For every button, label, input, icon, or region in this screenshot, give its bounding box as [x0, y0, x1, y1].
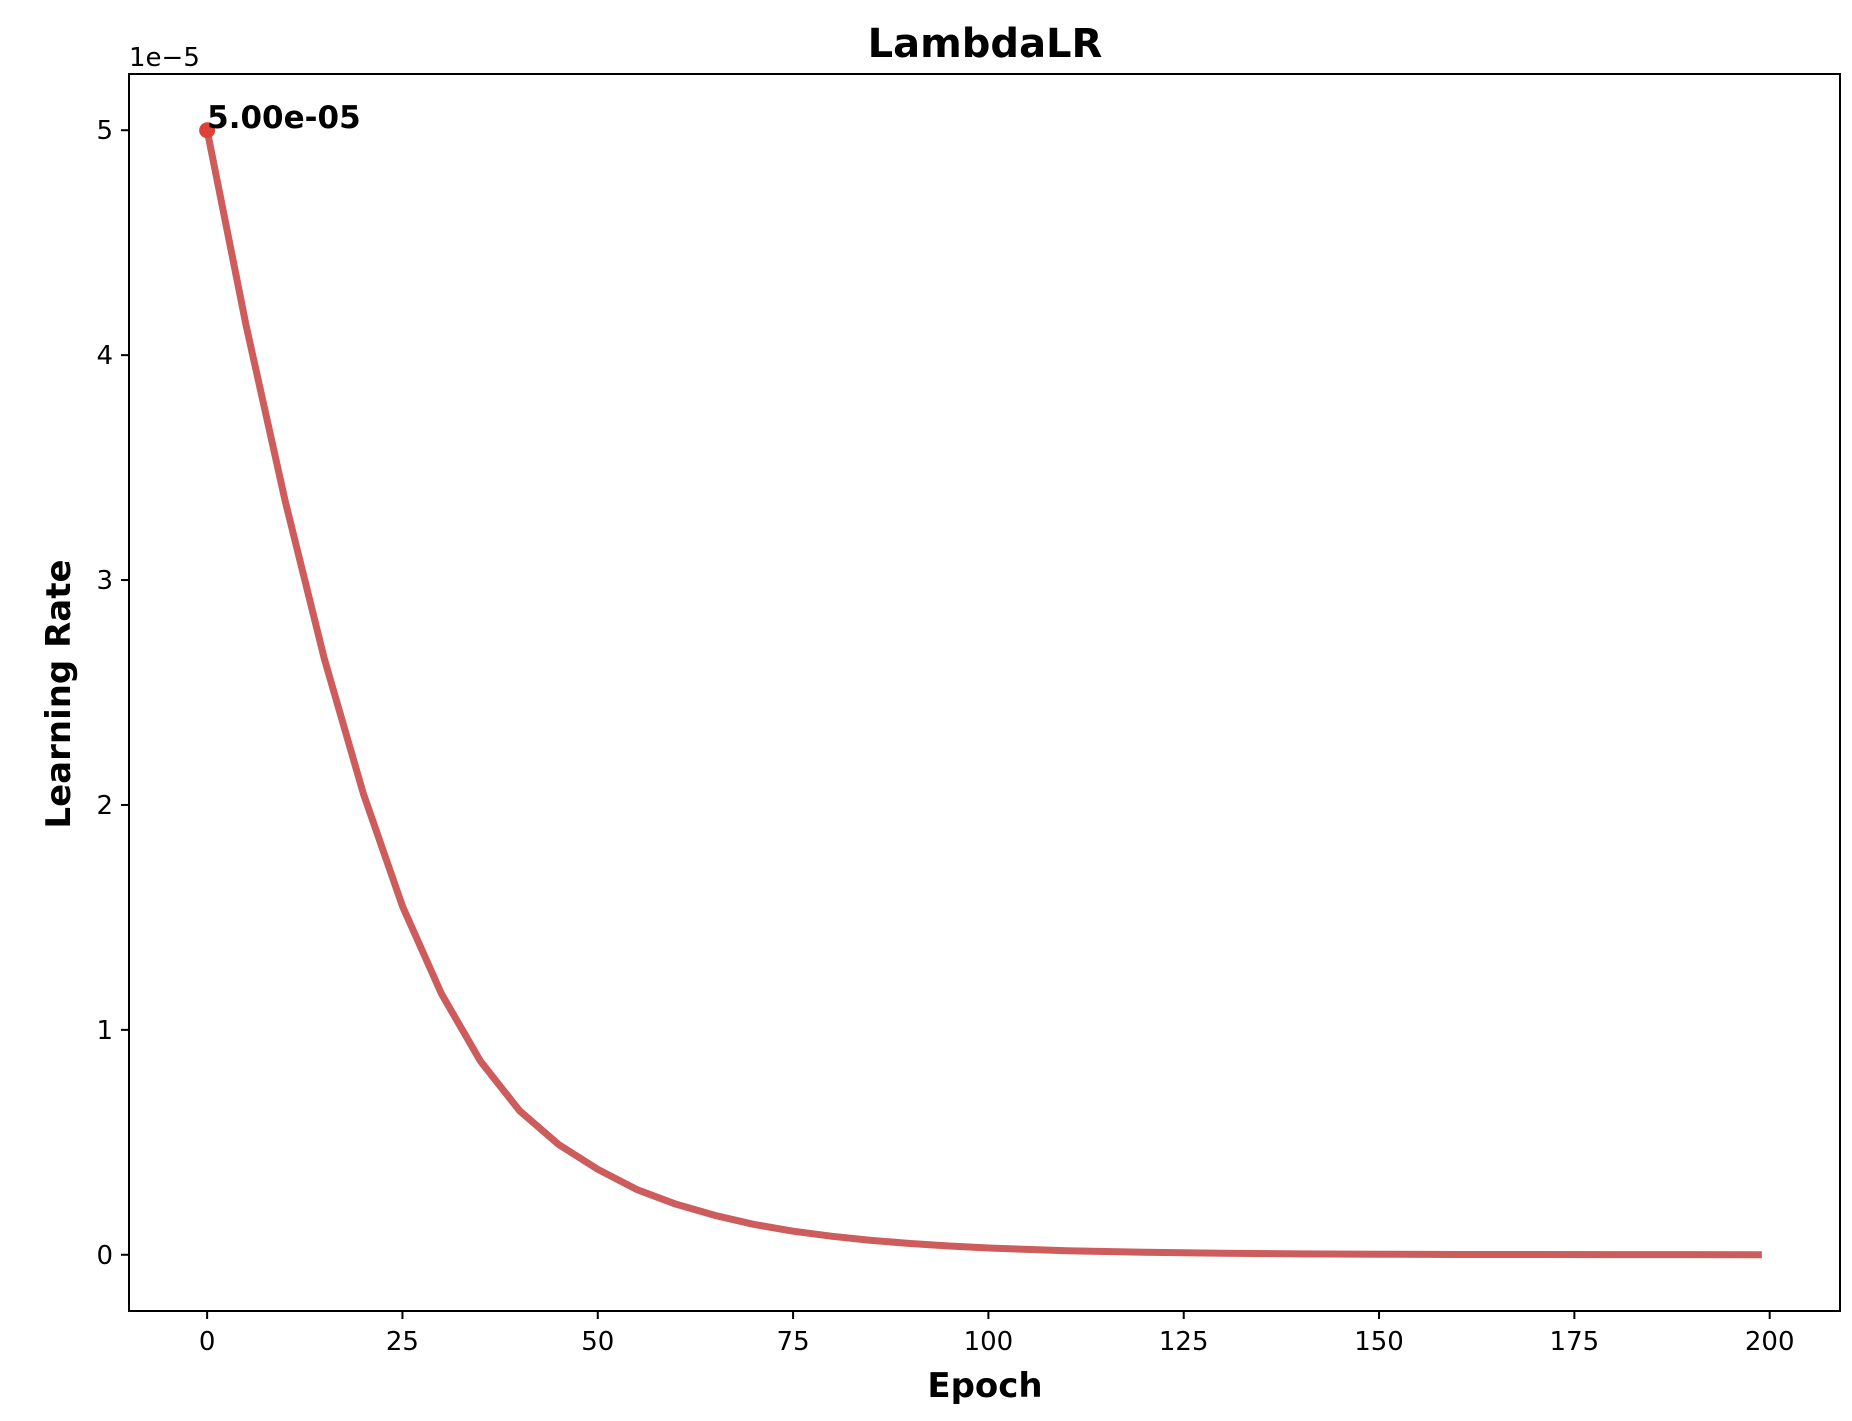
x-tick-label: 150: [1354, 1327, 1404, 1357]
y-axis-offset-label: 1e−5: [129, 43, 200, 73]
y-tick-label: 5: [96, 116, 113, 146]
series-line-0: [203, 129, 1762, 1259]
series-layer: [203, 129, 1762, 1259]
y-tick-label: 2: [96, 791, 113, 821]
x-tick-label: 25: [386, 1327, 419, 1357]
x-tick-label: 100: [964, 1327, 1014, 1357]
annotation-layer: 5.00e-05: [199, 100, 361, 139]
x-tick-label: 50: [581, 1327, 614, 1357]
x-tick-label: 125: [1159, 1327, 1209, 1357]
x-axis-ticks: 0 25 50 75 100 125 150 175 200: [199, 1311, 1795, 1357]
x-tick-label: 200: [1745, 1327, 1795, 1357]
x-tick-label: 75: [777, 1327, 810, 1357]
y-tick-label: 3: [96, 566, 113, 596]
annotation-label: 5.00e-05: [207, 100, 361, 136]
x-tick-label: 175: [1550, 1327, 1600, 1357]
y-axis-ticks: 0 1 2 3 4 5: [96, 116, 129, 1271]
y-tick-label: 1: [96, 1016, 113, 1046]
y-tick-label: 0: [96, 1241, 113, 1271]
annotation-marker: [199, 122, 216, 139]
y-tick-label: 4: [96, 341, 113, 371]
plot-area-frame: [128, 73, 1841, 1312]
chart-title: LambdaLR: [868, 21, 1103, 67]
x-tick-label: 0: [199, 1327, 216, 1357]
y-axis-label: Learning Rate: [39, 559, 79, 828]
x-axis-label: Epoch: [927, 1366, 1042, 1406]
